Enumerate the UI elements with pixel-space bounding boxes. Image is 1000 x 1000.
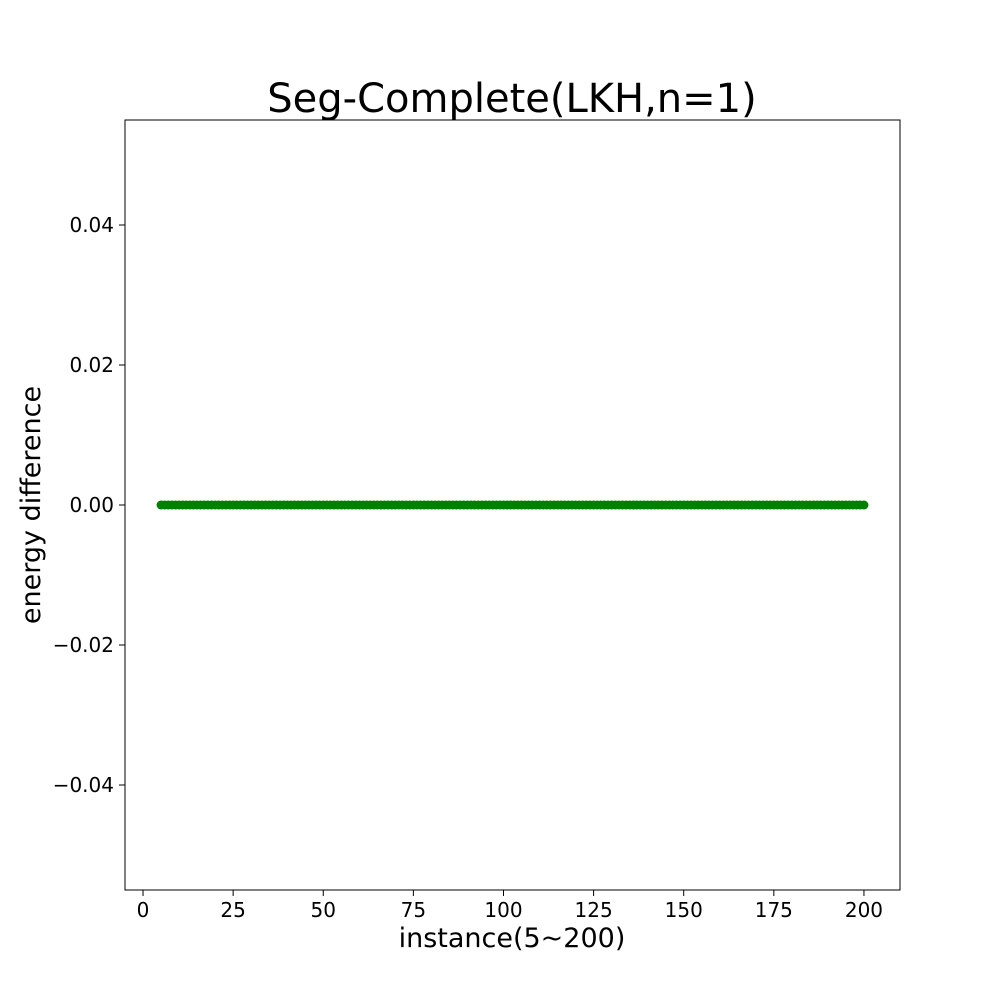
x-tick-label: 50 [311,898,336,922]
x-tick-label: 175 [755,898,793,922]
x-axis-label: instance(5~200) [399,923,626,954]
x-tick-label: 75 [401,898,426,922]
x-tick-label: 0 [137,898,150,922]
plot-area [156,500,869,510]
data-point [859,500,869,510]
y-tick-label: 0.04 [69,213,114,237]
x-tick-label: 125 [575,898,613,922]
y-axis: −0.04 −0.02 0.00 0.02 0.04 [53,213,125,797]
y-tick-label: −0.02 [53,633,114,657]
x-tick-label: 200 [845,898,883,922]
x-axis: 0 25 50 75 100 125 150 175 200 [137,890,883,922]
x-tick-label: 25 [220,898,245,922]
x-tick-label: 150 [665,898,703,922]
chart-title: Seg-Complete(LKH,n=1) [267,76,756,122]
x-tick-label: 100 [484,898,522,922]
y-tick-label: −0.04 [53,773,114,797]
y-axis-label: energy difference [16,386,47,624]
y-tick-label: 0.02 [69,353,114,377]
y-tick-label: 0.00 [69,493,114,517]
